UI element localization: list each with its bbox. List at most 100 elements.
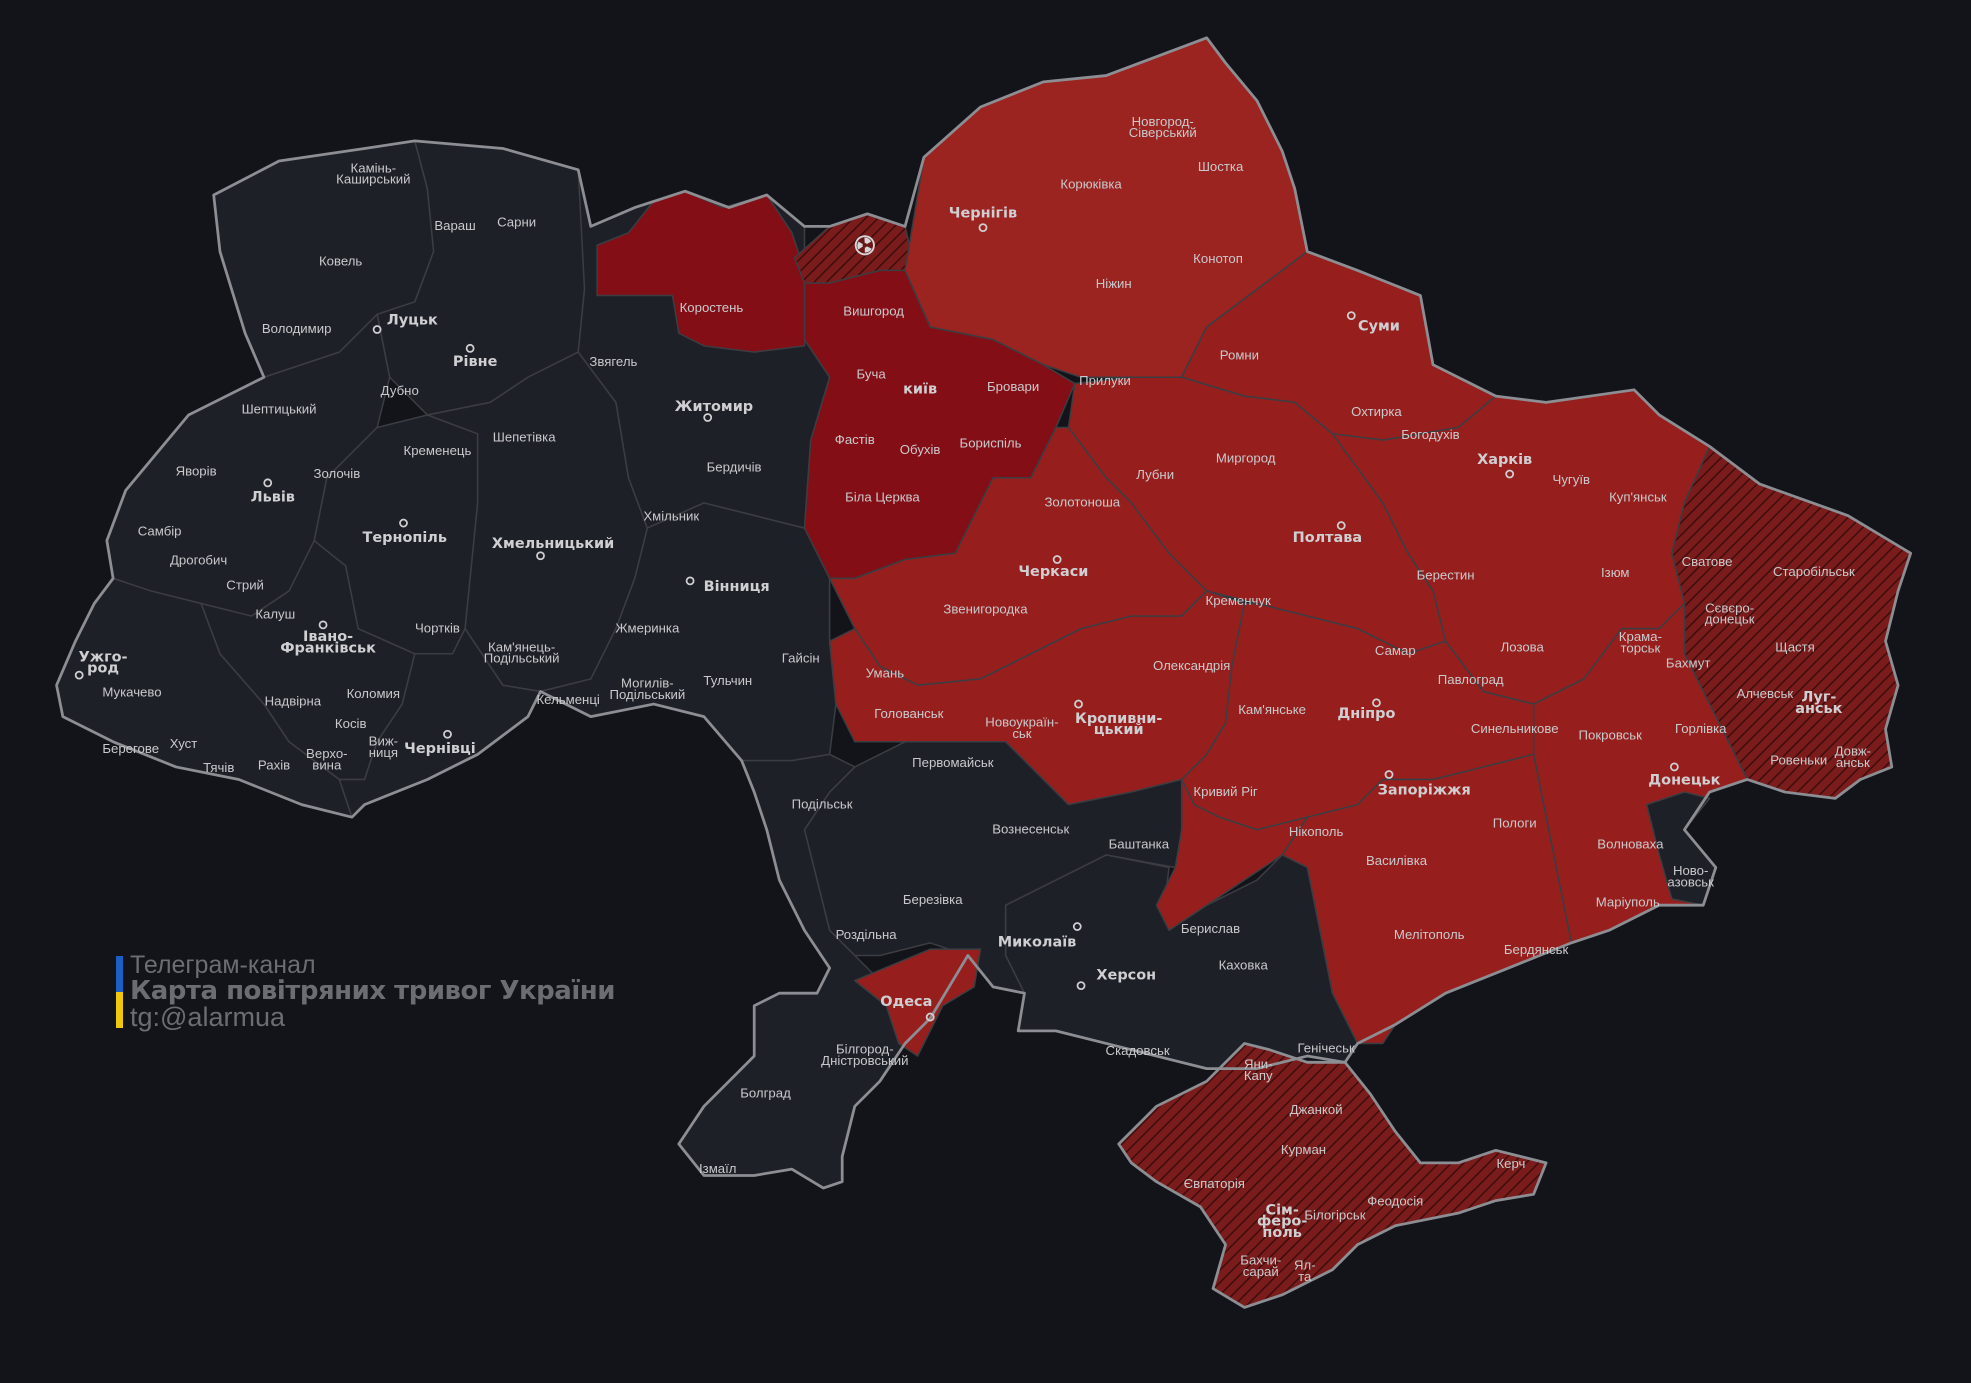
legend-channel-label: Телеграм-канал <box>130 951 316 979</box>
city-marker-icon <box>1346 311 1356 321</box>
district-label: Кривий Ріг <box>1193 784 1258 799</box>
district-label: Кам'янське <box>1238 702 1306 717</box>
city-marker-icon <box>1505 469 1515 479</box>
district-label: Сєвєро- <box>1705 600 1754 615</box>
district-label: Голованськ <box>874 706 943 721</box>
district-label: Звенигородка <box>943 602 1028 617</box>
district-label: та <box>1298 1269 1312 1284</box>
district-label: Тячів <box>203 760 234 775</box>
oblast-center-label: Кропивни- <box>1075 711 1162 727</box>
district-label: Джанкой <box>1290 1102 1343 1117</box>
district-label: Куп'янськ <box>1609 490 1667 505</box>
city-marker-icon <box>372 325 382 334</box>
district-label: Косів <box>335 716 367 731</box>
oblast-center-label: Одеса <box>880 994 932 1010</box>
district-label: Шептицький <box>242 402 317 417</box>
city-marker-icon <box>399 518 408 528</box>
district-label: Волноваха <box>1597 837 1664 852</box>
crimea-outline <box>1117 1042 1548 1309</box>
district-label: Надвірна <box>265 693 322 708</box>
district-label: Гайсін <box>782 651 820 666</box>
district-label: Горлівка <box>1675 721 1727 736</box>
oblast-center-label: Чернігів <box>949 206 1017 222</box>
district-label: Шепетівка <box>493 429 556 444</box>
district-label: Верхо- <box>306 746 348 761</box>
city-marker-icon <box>685 576 695 586</box>
district-label: Керч <box>1496 1156 1525 1171</box>
city-marker-icon <box>443 729 452 739</box>
district-label: Покровськ <box>1579 727 1643 742</box>
district-label: вина <box>312 757 342 772</box>
district-label: Щастя <box>1775 639 1815 654</box>
district-label: Обухів <box>900 442 941 457</box>
district-label: анськ <box>1836 755 1870 770</box>
oblast-center-label: Франківськ <box>280 641 376 657</box>
district-label: Богодухів <box>1401 427 1459 442</box>
district-label: донецьк <box>1705 612 1755 627</box>
oblast-center-label: анськ <box>1795 701 1842 717</box>
oblast-center-label: Луцьк <box>387 312 438 328</box>
district-label: Олександрія <box>1153 658 1230 673</box>
district-label: Хуст <box>170 736 198 751</box>
oblast-center-label: поль <box>1262 1225 1302 1241</box>
oblast-center-label: Донецьк <box>1648 773 1720 789</box>
district-label: Ровеньки <box>1770 752 1827 767</box>
district-label: Пологи <box>1493 815 1537 830</box>
country-outline <box>55 36 1913 1190</box>
district-label: Феодосія <box>1367 1194 1423 1209</box>
city-marker-icon <box>1336 521 1346 530</box>
oblast-center-label: Рівне <box>453 354 498 370</box>
district-label: Сарни <box>497 214 536 229</box>
district-label: Шостка <box>1198 159 1244 174</box>
district-label: Капу <box>1244 1068 1273 1083</box>
district-label: Мелітополь <box>1394 927 1465 942</box>
district-label: Маріуполь <box>1596 894 1660 909</box>
radiation-icon <box>854 235 875 256</box>
district-label: Генічеськ <box>1298 1040 1355 1055</box>
district-label: Берестин <box>1417 568 1475 583</box>
district-label: Бориспіль <box>960 436 1022 451</box>
district-label: Березівка <box>903 892 963 907</box>
oblast-center-label: Суми <box>1358 319 1400 335</box>
map-labels: Луцьк Рівне Львів Тернопіль Хмельницький Жито… <box>74 114 1871 1284</box>
oblast-center-label: київ <box>903 382 937 398</box>
district-label: Подільський <box>610 687 686 702</box>
district-label: Бахмут <box>1666 656 1710 671</box>
oblast-regions <box>55 37 1912 1309</box>
district-label: Дрогобич <box>170 553 227 568</box>
district-label: Ізмаїл <box>699 1161 736 1176</box>
district-label: сарай <box>1243 1264 1279 1279</box>
district-label: Ізюм <box>1601 565 1630 580</box>
district-label: Бровари <box>987 379 1039 394</box>
district-label: Берегове <box>102 741 159 756</box>
district-label: Чортків <box>415 620 460 635</box>
district-label: Євпаторія <box>1184 1176 1245 1191</box>
district-label: Яни- <box>1244 1057 1273 1072</box>
legend-title: Карта повітряних тривог України <box>130 976 615 1006</box>
district-label: Камінь- <box>351 160 397 175</box>
city-marker-icon <box>1384 770 1394 779</box>
district-label: ниця <box>369 745 398 760</box>
legend-handle[interactable]: tg:@alarmua <box>130 1002 285 1032</box>
district-label: Ново- <box>1673 863 1708 878</box>
district-label: Золотоноша <box>1044 495 1120 510</box>
district-label: Кременчук <box>1206 593 1271 608</box>
district-label: Кременець <box>404 443 472 458</box>
district-label: Ковель <box>319 253 362 268</box>
district-label: Новоукраїн- <box>985 715 1058 730</box>
district-label: Подільськ <box>792 796 853 811</box>
district-label: Кам'янець- <box>488 639 555 654</box>
region-odesa-district <box>854 948 982 1057</box>
district-label: Кельменці <box>537 692 600 707</box>
district-label: Каховка <box>1219 957 1269 972</box>
oblast-center-label: род <box>87 661 119 677</box>
district-label: Лубни <box>1136 467 1174 482</box>
district-label: Біла Церква <box>845 490 920 505</box>
district-label: Коломия <box>347 686 400 701</box>
district-label: Вознесенськ <box>992 822 1069 837</box>
district-label: Нікополь <box>1289 824 1344 839</box>
district-label: Ромни <box>1220 348 1259 363</box>
oblast-center-label: Сім- <box>1265 1202 1298 1218</box>
district-label: Самар <box>1375 643 1416 658</box>
